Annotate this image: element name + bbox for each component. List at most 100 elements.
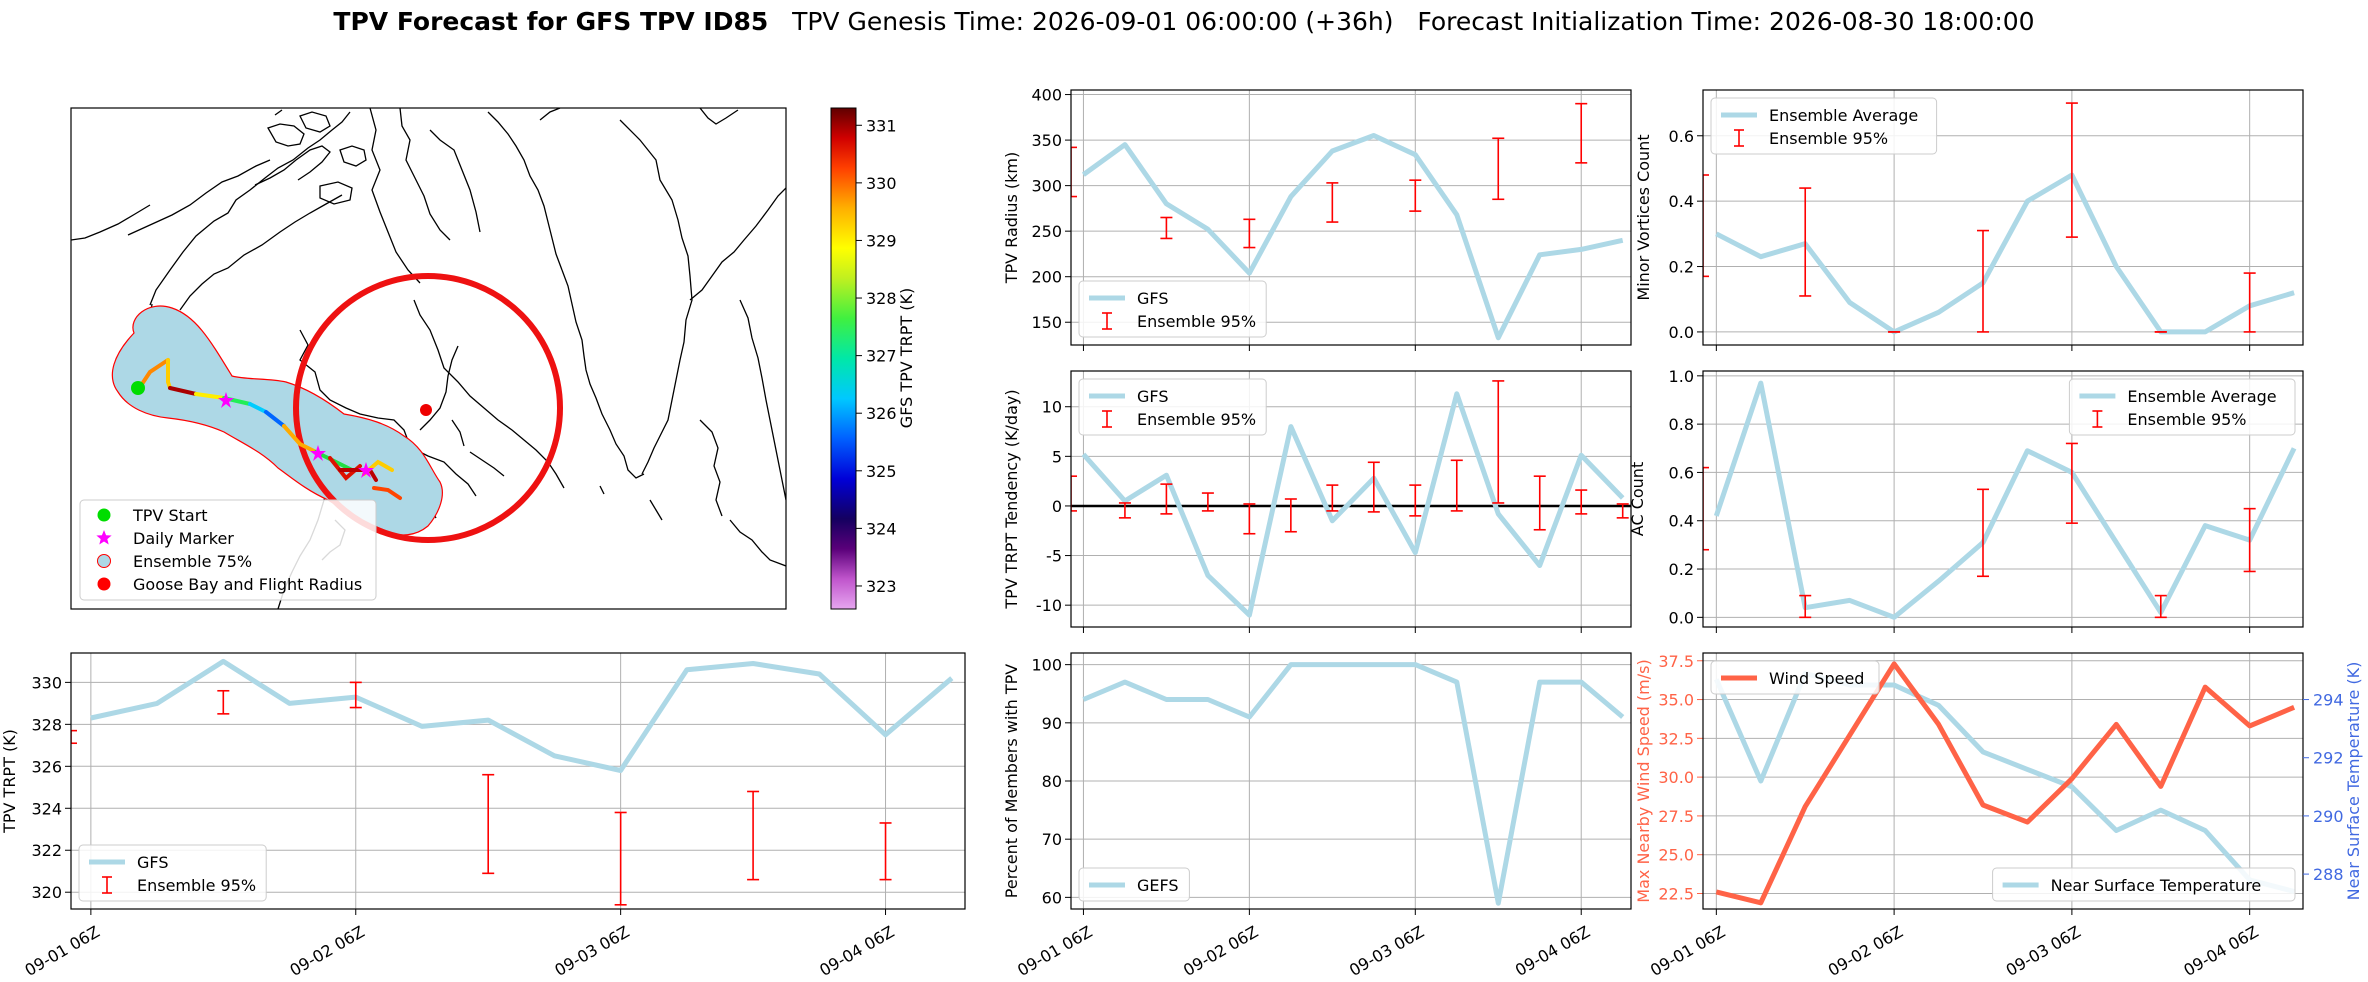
tendency-panel: -10 -5 0 5 10 TPV TRPT Tendency (K/day) GFS Ens… — [1002, 370, 1632, 633]
legend-frame — [1078, 378, 1267, 436]
figure-title-rest: TPV Genesis Time: 2026-09-01 06:00:00 (+… — [768, 7, 2034, 36]
legend-frame — [1710, 660, 1880, 695]
y-tick-label: 200 — [1031, 268, 1062, 287]
y-axis-label: TPV TRPT (K) — [0, 729, 19, 834]
plot-frame — [1702, 89, 2304, 346]
legend-circle-icon — [97, 577, 111, 591]
legend-frame — [2068, 378, 2296, 436]
y-tick-label: 250 — [1031, 222, 1062, 241]
plot-frame — [70, 652, 966, 910]
legend: Ensemble Average Ensemble 95% — [2068, 378, 2296, 436]
daily-marker-star — [310, 445, 326, 461]
y-axis-label: TPV Radius (km) — [1002, 152, 1021, 285]
daily-markers — [218, 392, 374, 478]
trpt-panel: 320 322 324 326 328 330 09-01 06Z 09-02 06Z 09-0… — [0, 652, 966, 980]
x-tick-label: 09-04 06Z — [1512, 922, 1593, 980]
x-tick-label: 09-01 06Z — [1014, 922, 1095, 980]
legend-frame — [1078, 867, 1190, 902]
legend-frame — [1992, 867, 2296, 902]
daily-marker-star — [358, 462, 374, 478]
legend: GFS Ensemble 95% — [1078, 378, 1267, 436]
series-line — [1081, 391, 1625, 618]
colorbar-tick-label: 331 — [866, 116, 897, 135]
y-tick-label: 0.8 — [1669, 415, 1694, 434]
colorbar-tick-label: 325 — [866, 462, 897, 481]
y-tick-label: -5 — [1046, 547, 1062, 566]
colorbar-ticks: 323 324 325 326 327 328 329 330 331 — [856, 116, 897, 596]
y-tick-label: 0.0 — [1669, 608, 1694, 627]
y-tick-label: 25.0 — [1658, 846, 1694, 865]
tpv-track — [138, 358, 402, 500]
y-tick-label: 0.4 — [1669, 512, 1694, 531]
y-tick-label: 10 — [1042, 398, 1062, 417]
y-tick-label: 350 — [1031, 131, 1062, 150]
legend-label: Wind Speed — [1769, 669, 1864, 688]
legend: GFS Ensemble 95% — [1078, 280, 1267, 338]
y-tick-label: 100 — [1031, 656, 1062, 675]
plot-frame — [1702, 370, 2304, 628]
legend-label: Goose Bay and Flight Radius — [133, 575, 362, 594]
legend-frame — [1710, 97, 1938, 155]
tpv-start-marker — [131, 381, 145, 395]
y-tick-label: 0.2 — [1669, 258, 1694, 277]
x-tick-label: 09-04 06Z — [2180, 922, 2261, 980]
plot-frame — [1070, 370, 1632, 628]
plot-content — [1071, 380, 1629, 618]
series-line — [1715, 172, 2295, 335]
ac-count-panel: 0.0 0.2 0.4 0.6 0.8 1.0 AC Count Ensemble Avera… — [1628, 367, 2304, 633]
legend: GFS Ensemble 95% — [78, 844, 267, 902]
y-tick-label: 150 — [1031, 313, 1062, 332]
legend: Wind Speed — [1710, 660, 1880, 695]
y-tick-label: 32.5 — [1658, 729, 1694, 748]
y-tick-label: 0.6 — [1669, 127, 1694, 146]
legend-label: Ensemble 95% — [137, 876, 256, 895]
y-tick-label: 22.5 — [1658, 884, 1694, 903]
legend: GEFS — [1078, 867, 1190, 902]
minor-vortices-panel: 0.0 0.2 0.4 0.6 Minor Vortices Count Ensemble… — [1634, 89, 2304, 351]
x-tick-label: 09-02 06Z — [1180, 922, 1261, 980]
map-legend: TPV Start Daily Marker Ensemble 75% Goose B… — [79, 499, 377, 601]
legend-label: GFS — [1137, 289, 1168, 308]
legend-label: Ensemble 75% — [133, 552, 252, 571]
series-line — [1715, 661, 2296, 906]
legend-frame — [1078, 280, 1267, 338]
tpv-track-map: TPV Start Daily Marker Ensemble 75% Goose B… — [70, 107, 787, 610]
legend-label: TPV Start — [132, 506, 208, 525]
legend-circle-icon — [97, 554, 111, 568]
colorbar-gradient — [830, 107, 857, 610]
y-tick-label: 0.6 — [1669, 463, 1694, 482]
legend-label: Daily Marker — [133, 529, 234, 548]
colorbar-tick-label: 330 — [866, 174, 897, 193]
x-tick-label: 09-04 06Z — [816, 922, 897, 980]
y-tick-label: 324 — [31, 799, 62, 818]
legend-label: GEFS — [1137, 876, 1179, 895]
legend-frame — [78, 844, 267, 902]
coastlines — [71, 108, 786, 609]
y-tick-label: 70 — [1042, 830, 1062, 849]
y-tick-label: 27.5 — [1658, 807, 1694, 826]
legend: Near Surface Temperature — [1992, 867, 2296, 902]
series-line — [1082, 662, 1625, 906]
figure-title-bold: TPV Forecast for GFS TPV ID85 — [333, 7, 768, 36]
y-tick-label: 80 — [1042, 772, 1062, 791]
y-tick-label: 0.4 — [1669, 192, 1694, 211]
legend-label: Ensemble Average — [1769, 106, 1918, 125]
y2-tick-label: 288 — [2313, 865, 2344, 884]
flight-radius-circle — [293, 273, 563, 543]
y2-tick-label: 294 — [2313, 691, 2344, 710]
colorbar-tick-label: 329 — [866, 231, 897, 250]
plot-frame — [1070, 652, 1632, 910]
colorbar-tick-label: 323 — [866, 577, 897, 596]
y-tick-label: 400 — [1031, 86, 1062, 105]
legend-star-icon — [96, 530, 112, 545]
x-tick-label: 09-01 06Z — [1647, 922, 1728, 980]
plot-content — [1703, 102, 2295, 335]
y-tick-label: -10 — [1036, 596, 1062, 615]
y-tick-label: 322 — [31, 841, 62, 860]
figure-title: TPV Forecast for GFS TPV ID85 TPV Genesi… — [333, 7, 2034, 36]
y-tick-label: 0.0 — [1669, 323, 1694, 342]
x-tick-label: 09-03 06Z — [2003, 922, 2084, 980]
legend-label: GFS — [137, 853, 168, 872]
legend-label: Ensemble 95% — [1137, 410, 1256, 429]
y-tick-label: 37.5 — [1658, 652, 1694, 671]
